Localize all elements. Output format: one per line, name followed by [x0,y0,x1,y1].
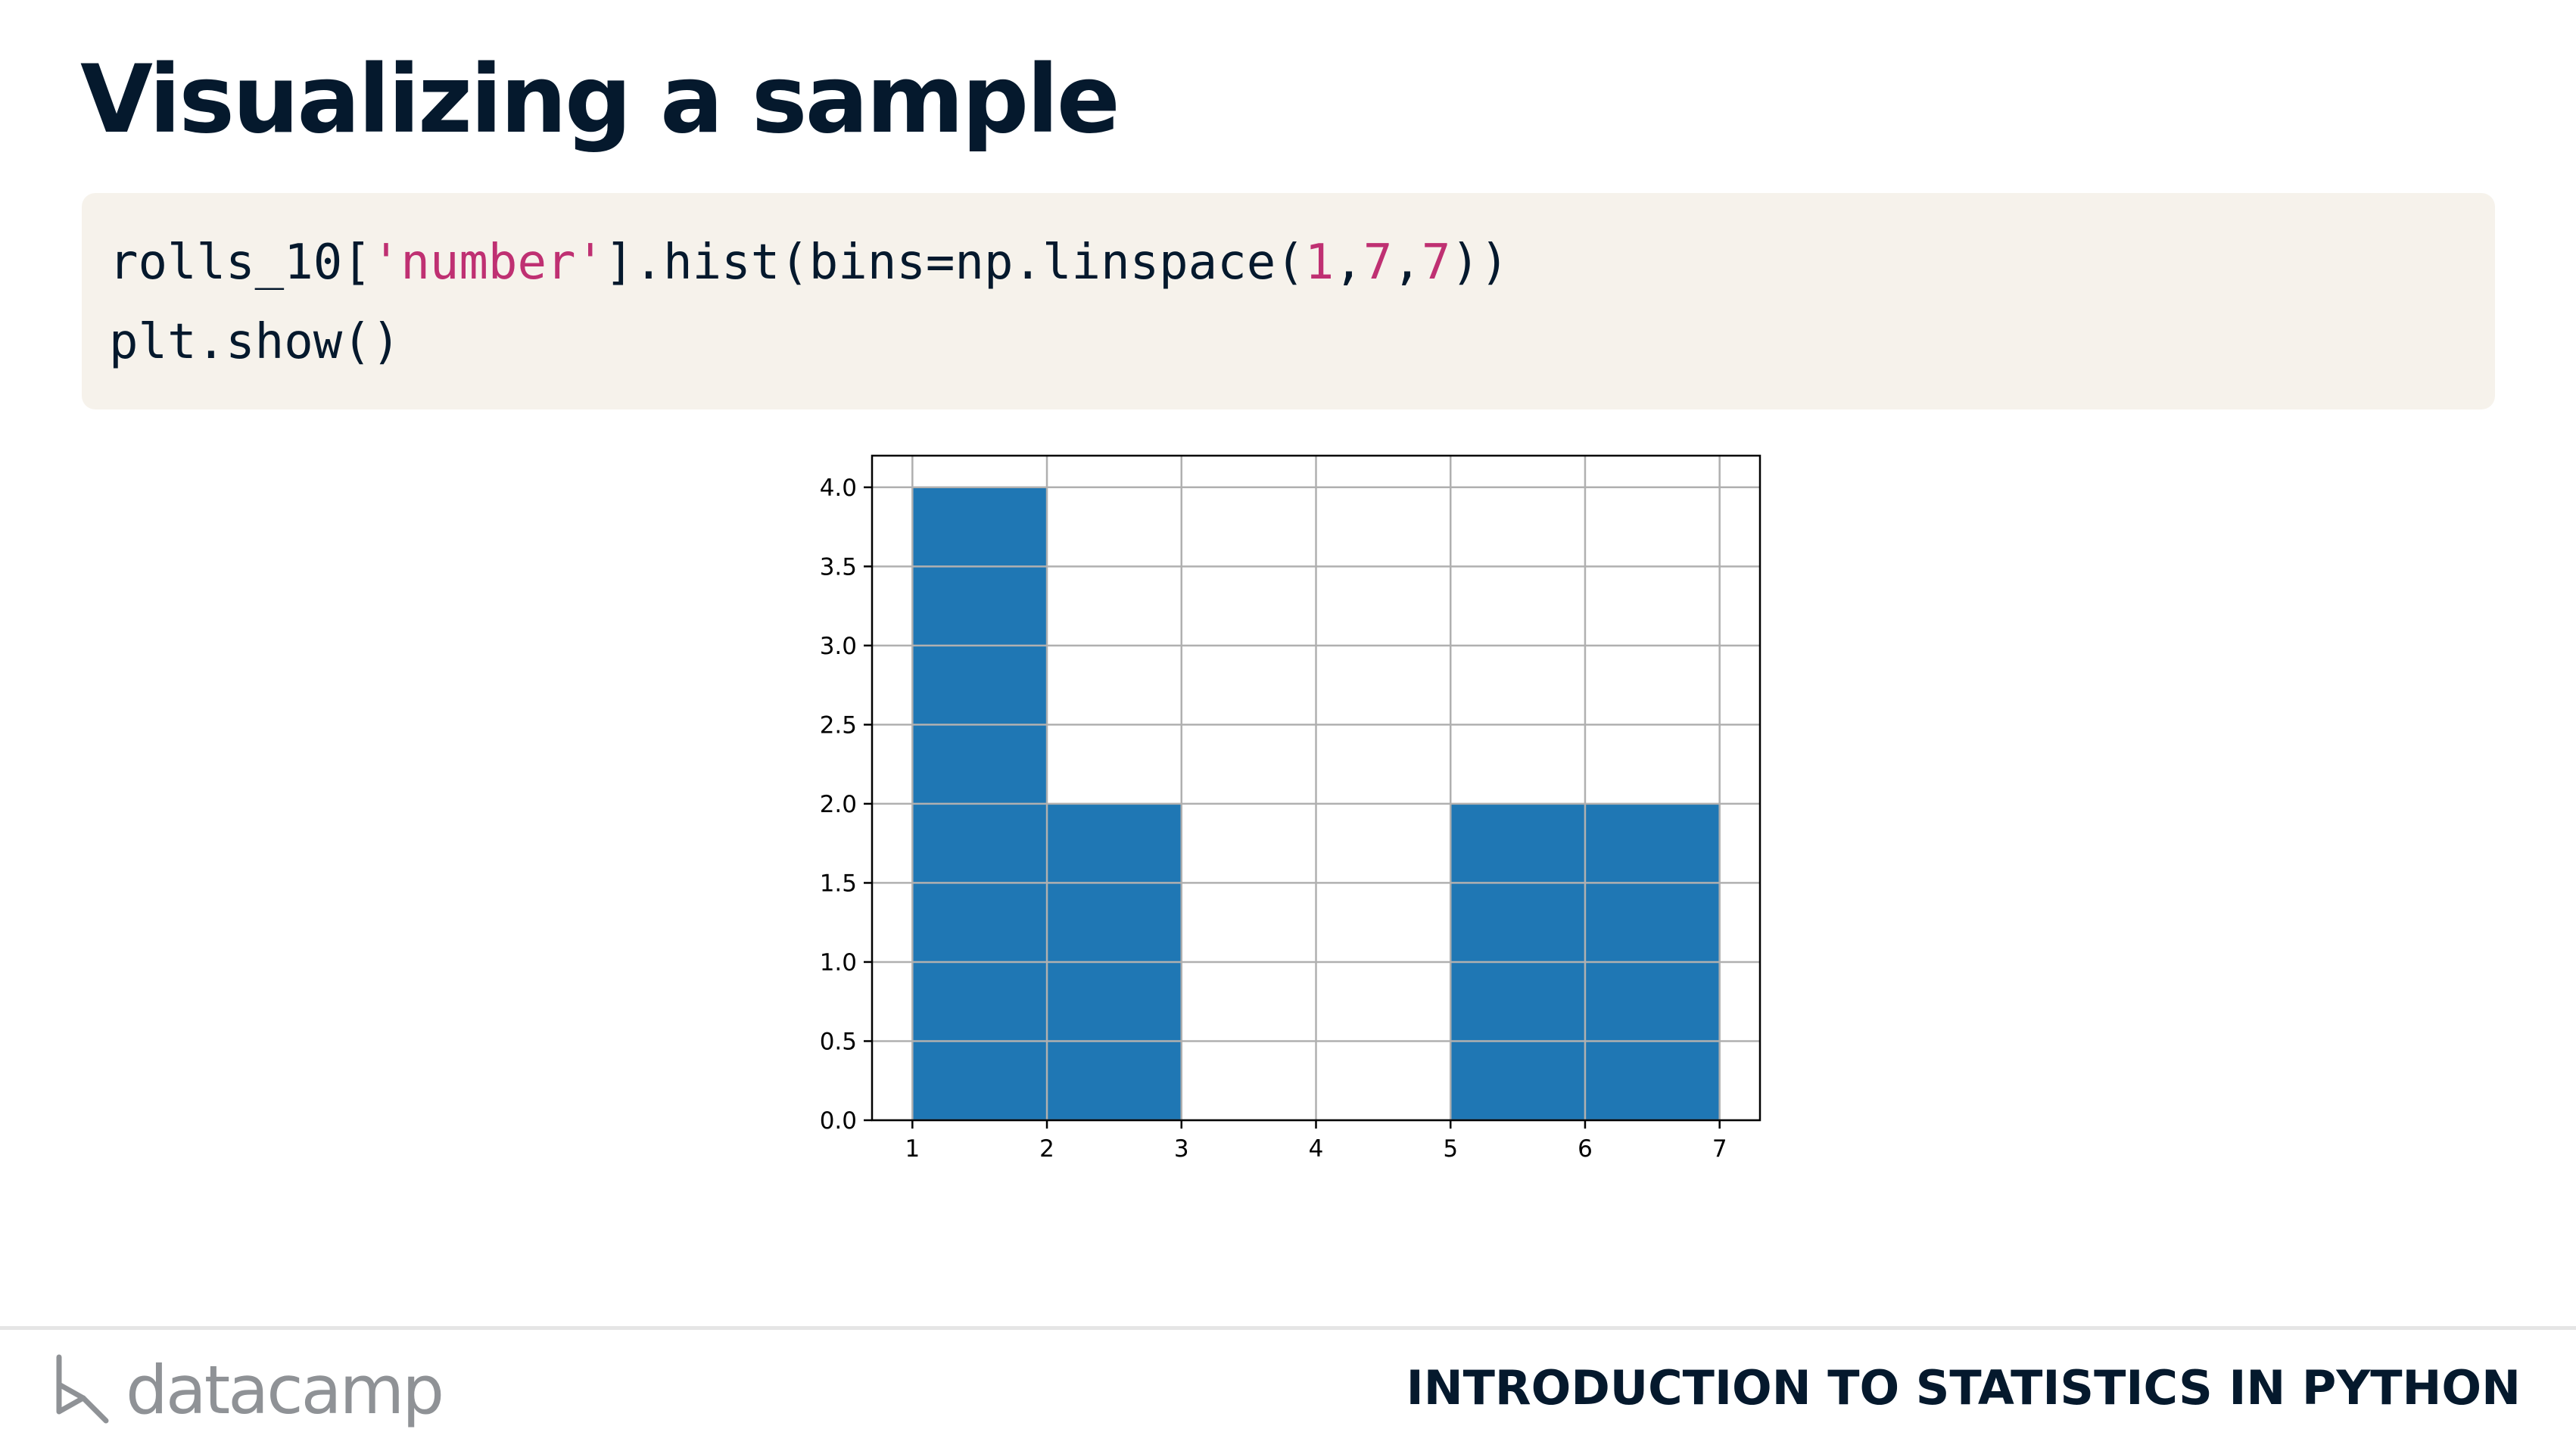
x-tick-label: 7 [1712,1135,1727,1163]
x-tick-label: 2 [1039,1135,1054,1163]
brand: datacamp [53,1349,444,1432]
code-token: ].hist(bins=np.linspace( [605,235,1305,291]
y-tick-label: 4.0 [820,475,857,502]
course-title: INTRODUCTION TO STATISTICS IN PYTHON [1406,1360,2521,1415]
y-tick-label: 0.5 [820,1028,857,1055]
footer-divider [0,1326,2576,1330]
code-number-literal: 7 [1421,235,1451,291]
code-block: rolls_10['number'].hist(bins=np.linspace… [82,193,2495,409]
y-tick-label: 1.5 [820,870,857,897]
y-tick-label: 2.0 [820,791,857,818]
code-line-1: rolls_10['number'].hist(bins=np.linspace… [109,238,1509,287]
x-tick-label: 6 [1578,1135,1593,1163]
x-tick-label: 4 [1309,1135,1324,1163]
code-number-literal: 7 [1363,235,1393,291]
x-tick-label: 1 [905,1135,920,1163]
code-token: rolls_10[ [109,235,372,291]
code-number-literal: 1 [1304,235,1335,291]
y-tick-label: 3.5 [820,553,857,581]
y-tick-label: 1.0 [820,949,857,976]
x-tick-label: 3 [1174,1135,1189,1163]
histogram-chart: 1 2 3 4 5 6 7 0.0 0.5 1.0 1.5 2.0 2.5 3.0 3.5 4.0 [820,454,1761,1163]
x-tick-label: 5 [1443,1135,1458,1163]
y-tick-label: 3.0 [820,633,857,660]
code-token: , [1392,235,1422,291]
code-token: )) [1450,235,1509,291]
y-tick-label: 2.5 [820,711,857,739]
code-token: , [1334,235,1363,291]
y-tick-label: 0.0 [820,1107,857,1135]
brand-name: datacamp [126,1351,444,1429]
datacamp-logo-icon [56,1354,109,1424]
code-line-2: plt.show() [109,314,401,370]
code-string-literal: 'number' [371,235,606,291]
slide-title: Visualizing a sample [80,45,1120,154]
